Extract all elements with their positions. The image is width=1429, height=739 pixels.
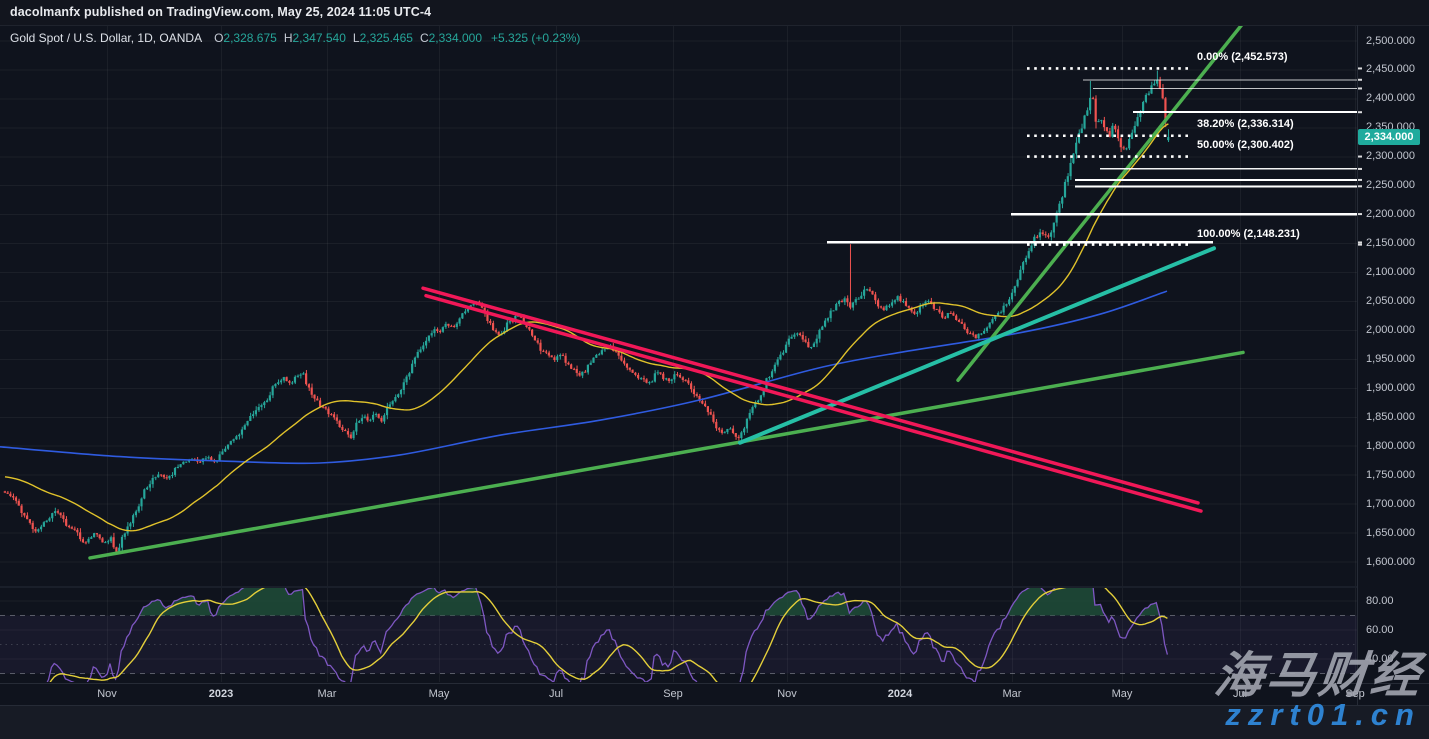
time-axis-label: Jul xyxy=(1232,688,1248,700)
ohlc-low-label: L xyxy=(352,31,360,45)
grid xyxy=(0,25,1357,682)
time-axis-label: Sep xyxy=(663,688,683,700)
fib-level-label: 38.20% (2,336.314) xyxy=(1197,118,1294,130)
time-axis-label: Nov xyxy=(97,688,117,700)
price-axis-label: 2,100.000 xyxy=(1366,266,1415,279)
price-axis-label: 1,800.000 xyxy=(1366,439,1415,452)
price-axis-label: 2,500.000 xyxy=(1366,34,1415,47)
price-axis-label: 2,050.000 xyxy=(1366,295,1415,307)
rsi-line xyxy=(46,588,1169,682)
ohlc-high-value: 2,347.540 xyxy=(292,31,346,45)
rsi-axis-label: 60.00 xyxy=(1366,623,1394,636)
down-channel-upper[interactable] xyxy=(421,286,1200,505)
ma-50-line[interactable] xyxy=(4,123,1169,532)
price-axis-label: 1,900.000 xyxy=(1366,381,1415,394)
teal-uptrend-line[interactable] xyxy=(738,246,1216,445)
ohlc-close-value: 2,334.000 xyxy=(428,31,483,45)
candlestick-series[interactable] xyxy=(3,70,1170,555)
ohlc-open-value: 2,328.675 xyxy=(223,31,277,45)
price-axis-label: 1,700.000 xyxy=(1366,497,1415,510)
price-axis-label: 1,850.000 xyxy=(1366,410,1415,423)
rsi-indicator[interactable] xyxy=(43,576,1169,702)
last-price-badge: 2,334.000 xyxy=(1358,129,1420,145)
time-axis-label: May xyxy=(1111,688,1133,700)
time-axis-label: Jul xyxy=(548,688,564,700)
attribution-bar: dacolmanfx published on TradingView.com,… xyxy=(0,0,1429,25)
time-axis-label: May xyxy=(428,688,450,700)
attribution-text: dacolmanfx published on TradingView.com,… xyxy=(10,5,432,19)
down-channel-lower[interactable] xyxy=(424,293,1203,513)
price-axis-label: 2,450.000 xyxy=(1366,63,1415,76)
time-axis-label: Mar xyxy=(317,688,337,700)
long-uptrend-support[interactable] xyxy=(88,350,1245,560)
price-axis-label: 1,950.000 xyxy=(1366,352,1415,365)
price-axis-label: 2,000.000 xyxy=(1366,323,1415,336)
price-axis-label: 2,150.000 xyxy=(1366,237,1415,250)
ohlc-open-label: O xyxy=(214,31,224,45)
ohlc-high-label: H xyxy=(283,31,293,45)
bottom-bar: TradingView xyxy=(0,705,1429,739)
symbol-title[interactable]: Gold Spot / U.S. Dollar, 1D, OANDA xyxy=(10,31,203,45)
ohlc-change: +5.325 (+0.23%) xyxy=(491,31,581,45)
rsi-axis-label: 40.00 xyxy=(1366,652,1394,665)
price-axis-label: 2,300.000 xyxy=(1366,150,1415,163)
price-axis-label: 2,250.000 xyxy=(1366,179,1415,192)
ohlc-low-value: 2,325.465 xyxy=(359,31,413,45)
time-axis-label: Sep xyxy=(1345,688,1365,700)
rsi-ma-line xyxy=(49,588,1168,682)
watermark-url: zzrt01.cn xyxy=(1225,697,1421,732)
fib-level-label: 50.00% (2,300.402) xyxy=(1197,139,1294,151)
time-axis-label: 2024 xyxy=(887,688,913,700)
time-axis-label: Mar xyxy=(1002,688,1022,700)
price-axis-label: 2,400.000 xyxy=(1366,92,1415,105)
rsi-band xyxy=(0,615,1357,674)
steep-uptrend-line[interactable] xyxy=(956,21,1245,382)
fib-level-label: 100.00% (2,148.231) xyxy=(1197,228,1300,240)
rsi-axis-label: 80.00 xyxy=(1366,594,1394,607)
price-axis-label: 2,350.000 xyxy=(1366,121,1415,134)
time-axis-label: Nov xyxy=(777,688,797,700)
price-axis-label: 2,200.000 xyxy=(1366,208,1415,221)
ma-200-line[interactable] xyxy=(0,290,1168,465)
symbol-legend[interactable]: Gold Spot / U.S. Dollar, 1D, OANDA O2,328… xyxy=(10,31,580,45)
ohlc-close-label: C xyxy=(419,31,429,45)
time-axis-label: 2023 xyxy=(208,688,234,700)
price-axis-label: 1,750.000 xyxy=(1366,468,1415,481)
price-axis-label: 1,600.000 xyxy=(1366,555,1415,568)
price-axis-label: 1,650.000 xyxy=(1366,526,1415,539)
fib-level-label: 0.00% (2,452.573) xyxy=(1197,51,1288,63)
